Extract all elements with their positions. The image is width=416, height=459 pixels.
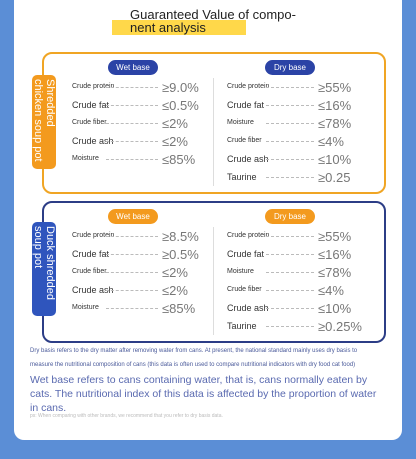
- leader: [266, 236, 314, 237]
- nutrient-label: Crude protein: [227, 232, 270, 239]
- nutrient-value: ≤0.5%: [162, 98, 199, 113]
- leader: [266, 308, 314, 309]
- nutrient-value: ≤2%: [162, 116, 188, 131]
- wet-pill: Wet base: [108, 209, 158, 224]
- leader: [266, 272, 314, 273]
- nutrient-value: ≤2%: [162, 134, 188, 149]
- nutrient-value: ≥0.5%: [162, 247, 199, 262]
- nutrient-label: Crude protein: [72, 232, 115, 239]
- leader: [106, 236, 158, 237]
- nutrient-value: ≤2%: [162, 265, 188, 280]
- divider: [213, 78, 214, 186]
- ps-note: ps: When comparing with other brands, we…: [30, 413, 223, 419]
- leader: [266, 87, 314, 88]
- wet-note: Wet base refers to cans containing water…: [30, 374, 377, 414]
- leader: [266, 159, 314, 160]
- nutrient-value: ≤10%: [318, 301, 352, 316]
- leader: [266, 326, 314, 327]
- nutrient-label: Crude ash: [72, 136, 114, 146]
- nutrient-value: ≤85%: [162, 301, 196, 316]
- nutrient-value: ≤2%: [162, 283, 188, 298]
- dry-pill: Dry base: [265, 209, 315, 224]
- leader: [266, 290, 314, 291]
- leader: [106, 141, 158, 142]
- leader: [106, 272, 158, 273]
- panel: [42, 52, 386, 194]
- nutrient-value: ≥55%: [318, 229, 352, 244]
- nutrient-label: Crude ash: [227, 154, 269, 164]
- panel-tab: Duck shredded soup pot: [32, 222, 56, 316]
- nutrient-value: ≤10%: [318, 152, 352, 167]
- nutrient-label: Crude fat: [72, 249, 110, 259]
- dry-pill: Dry base: [265, 60, 315, 75]
- title-line2: nent analysis: [112, 20, 246, 35]
- nutrient-label: Crude fat: [227, 249, 265, 259]
- nutrient-label: Moisture: [227, 119, 254, 126]
- nutrient-label: Crude ash: [72, 285, 114, 295]
- nutrient-label: Taurine: [227, 172, 257, 182]
- leader: [266, 105, 314, 106]
- leader: [106, 290, 158, 291]
- nutrient-label: Crude ash: [227, 303, 269, 313]
- nutrient-value: ≤4%: [318, 283, 344, 298]
- leader: [266, 141, 314, 142]
- nutrient-value: ≥9.0%: [162, 80, 199, 95]
- nutrient-value: ≥0.25: [318, 170, 351, 185]
- nutrient-label: Crude fiber: [227, 137, 262, 144]
- nutrient-value: ≤16%: [318, 247, 352, 262]
- nutrient-value: ≤78%: [318, 265, 352, 280]
- nutrient-label: Crude fiber: [72, 268, 107, 275]
- nutrient-value: ≤4%: [318, 134, 344, 149]
- nutrient-label: Moisture: [72, 304, 99, 311]
- nutrient-label: Moisture: [72, 155, 99, 162]
- nutrient-label: Crude protein: [72, 83, 115, 90]
- nutrient-value: ≤16%: [318, 98, 352, 113]
- leader: [106, 308, 158, 309]
- leader: [266, 123, 314, 124]
- nutrient-label: Crude fiber: [227, 286, 262, 293]
- nutrient-value: ≤85%: [162, 152, 196, 167]
- leader: [266, 177, 314, 178]
- leader: [266, 254, 314, 255]
- leader: [106, 123, 158, 124]
- leader: [106, 87, 158, 88]
- nutrient-value: ≥0.25%: [318, 319, 362, 334]
- nutrient-label: Moisture: [227, 268, 254, 275]
- nutrient-value: ≥8.5%: [162, 229, 199, 244]
- nutrient-label: Crude fiber: [72, 119, 107, 126]
- dry-note: Dry basis refers to the dry matter after…: [30, 348, 358, 368]
- nutrient-value: ≤78%: [318, 116, 352, 131]
- leader: [106, 105, 158, 106]
- nutrient-label: Crude fat: [72, 100, 110, 110]
- leader: [106, 254, 158, 255]
- wet-pill: Wet base: [108, 60, 158, 75]
- nutrient-label: Crude protein: [227, 83, 270, 90]
- nutrient-label: Crude fat: [227, 100, 265, 110]
- nutrient-label: Taurine: [227, 321, 257, 331]
- divider: [213, 227, 214, 335]
- leader: [106, 159, 158, 160]
- nutrient-value: ≥55%: [318, 80, 352, 95]
- panel-tab: Shredded chicken soup pot: [32, 75, 56, 169]
- title-line1: Guaranteed Value of compo-: [130, 7, 296, 22]
